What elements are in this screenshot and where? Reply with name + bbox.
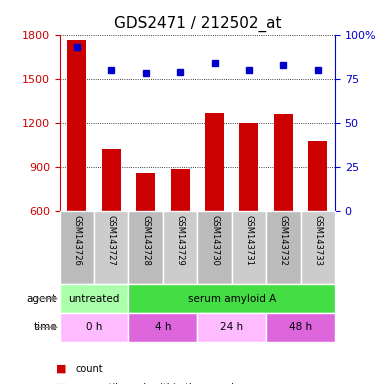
Bar: [129, 313, 197, 342]
Text: GSM143729: GSM143729: [176, 215, 185, 266]
Bar: [266, 211, 301, 284]
Text: time: time: [33, 322, 57, 333]
Bar: [205, 113, 224, 211]
Bar: [239, 123, 258, 211]
Bar: [274, 114, 293, 211]
Bar: [197, 313, 266, 342]
Text: 48 h: 48 h: [289, 322, 312, 333]
Bar: [67, 40, 86, 211]
Bar: [171, 169, 189, 211]
Bar: [163, 211, 197, 284]
Text: count: count: [75, 364, 103, 374]
Text: ■: ■: [56, 383, 66, 384]
Bar: [301, 211, 335, 284]
Bar: [197, 211, 232, 284]
Text: GSM143732: GSM143732: [279, 215, 288, 266]
Bar: [129, 211, 163, 284]
Text: untreated: untreated: [69, 293, 120, 304]
Text: ■: ■: [56, 364, 66, 374]
Bar: [266, 313, 335, 342]
Title: GDS2471 / 212502_at: GDS2471 / 212502_at: [114, 16, 281, 32]
Text: 24 h: 24 h: [220, 322, 243, 333]
Text: percentile rank within the sample: percentile rank within the sample: [75, 383, 240, 384]
Text: serum amyloid A: serum amyloid A: [187, 293, 276, 304]
Text: 4 h: 4 h: [155, 322, 171, 333]
Text: GSM143733: GSM143733: [313, 215, 322, 266]
Text: GSM143731: GSM143731: [244, 215, 253, 266]
Bar: [308, 141, 327, 211]
Text: GSM143728: GSM143728: [141, 215, 150, 266]
Bar: [102, 149, 121, 211]
Bar: [60, 313, 129, 342]
Bar: [60, 284, 129, 313]
Bar: [136, 173, 155, 211]
Text: GSM143727: GSM143727: [107, 215, 116, 266]
Bar: [94, 211, 129, 284]
Text: GSM143730: GSM143730: [210, 215, 219, 266]
Text: agent: agent: [27, 293, 57, 304]
Text: GSM143726: GSM143726: [72, 215, 81, 266]
Bar: [129, 284, 335, 313]
Text: 0 h: 0 h: [86, 322, 102, 333]
Bar: [232, 211, 266, 284]
Bar: [60, 211, 94, 284]
